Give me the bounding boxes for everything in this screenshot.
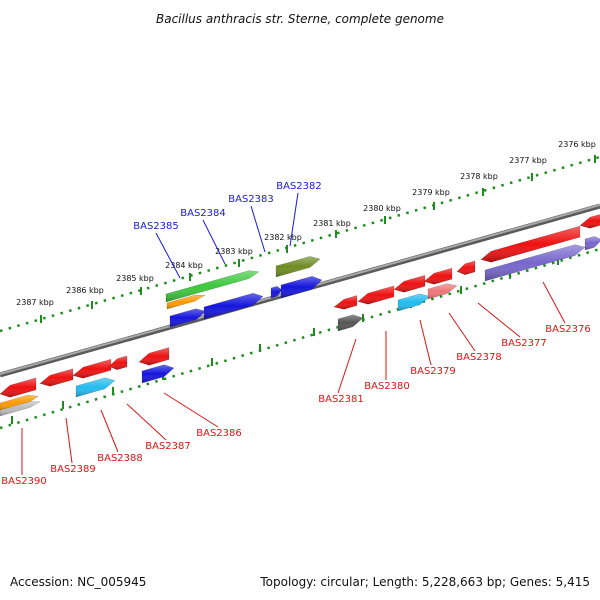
gene-arrow-red[interactable] (456, 260, 476, 275)
gene-arrow-silver[interactable] (0, 401, 41, 417)
gene-label[interactable]: BAS2386 (196, 428, 242, 439)
callout-line (289, 192, 299, 247)
callout-line (419, 319, 432, 366)
gene-label[interactable]: BAS2381 (318, 394, 364, 405)
gene-arrow-cyan[interactable] (397, 293, 431, 312)
gene-arrow-purple[interactable] (484, 244, 586, 282)
kbp-label: 2376 kbp (558, 140, 596, 149)
kbp-label: 2381 kbp (313, 219, 351, 228)
gene-arrow-pink[interactable] (427, 283, 458, 300)
gene-arrow-red[interactable] (333, 295, 358, 310)
accession-text: Accession: NC_005945 (10, 575, 146, 589)
gene-label[interactable]: BAS2385 (133, 221, 179, 232)
gene-label[interactable]: BAS2380 (364, 381, 410, 392)
gene-label[interactable]: BAS2383 (228, 194, 274, 205)
gene-arrow-olive[interactable] (275, 256, 321, 278)
gene-label[interactable]: BAS2390 (1, 476, 47, 487)
gene-label[interactable]: BAS2389 (50, 464, 96, 475)
genome-title: Bacillus anthracis str. Sterne, complete… (156, 12, 444, 26)
gene-label[interactable]: BAS2388 (97, 453, 143, 464)
gene-arrow-red[interactable] (423, 267, 453, 285)
gene-label[interactable]: BAS2376 (545, 324, 591, 335)
gene-arrow-red[interactable] (357, 285, 395, 305)
kbp-label: 2377 kbp (509, 156, 547, 165)
kbp-label: 2387 kbp (16, 298, 54, 307)
gene-arrow-red[interactable] (108, 355, 128, 370)
gene-arrow-blue[interactable] (141, 364, 175, 384)
kbp-label: 2384 kbp (165, 261, 203, 270)
upper-ruler: 2376 kbp 2377 kbp 2378 kbp 2379 kbp 2380 kbp… (0, 140, 600, 333)
kbp-label: 2380 kbp (363, 204, 401, 213)
callout-line (65, 417, 73, 464)
gene-arrow-red[interactable] (579, 214, 600, 229)
gene-arrow-blue[interactable] (169, 308, 207, 328)
gene-arrow-blue[interactable] (270, 286, 283, 299)
callout-line (202, 219, 226, 265)
gene-features (0, 214, 600, 417)
gene-arrow-red[interactable] (39, 368, 74, 387)
gene-label[interactable]: BAS2379 (410, 366, 456, 377)
kbp-label: 2385 kbp (116, 274, 154, 283)
lower-ruler-ticks (11, 257, 559, 424)
gene-arrow-grey[interactable] (337, 314, 364, 332)
gene-arrow-red[interactable] (72, 358, 112, 379)
gene-arrow-green[interactable] (165, 270, 260, 303)
kbp-label: 2386 kbp (66, 286, 104, 295)
callout-line (155, 232, 181, 279)
gene-arrow-blue[interactable] (280, 276, 323, 299)
callout-line (542, 281, 566, 324)
topology-text: Topology: circular; Length: 5,228,663 bp… (259, 575, 590, 589)
callout-line (100, 409, 119, 453)
kbp-label: 2378 kbp (460, 172, 498, 181)
kbp-label: 2383 kbp (215, 247, 253, 256)
gene-arrow-red[interactable] (0, 377, 37, 398)
kbp-label: 2379 kbp (412, 188, 450, 197)
gene-label[interactable]: BAS2384 (180, 208, 226, 219)
gene-label[interactable]: BAS2377 (501, 338, 547, 349)
callout-line (163, 392, 219, 428)
callout-line (250, 205, 266, 253)
gene-arrow-orange[interactable] (166, 294, 206, 310)
gene-label[interactable]: BAS2382 (276, 181, 322, 192)
upper-ruler-ticks (40, 155, 596, 323)
gene-arrow-cyan[interactable] (75, 377, 116, 398)
callout-line (337, 338, 357, 394)
callout-line (477, 302, 521, 338)
gene-arrow-blue[interactable] (203, 292, 264, 320)
upper-ruler-labels: 2376 kbp 2377 kbp 2378 kbp 2379 kbp 2380 kbp… (16, 140, 596, 307)
gene-label[interactable]: BAS2378 (456, 352, 502, 363)
gene-label[interactable]: BAS2387 (145, 441, 191, 452)
callout-line (126, 403, 167, 441)
gene-arrow-red[interactable] (393, 274, 426, 293)
gene-arrow-red[interactable] (138, 347, 170, 366)
gene-arrow-purple[interactable] (584, 236, 600, 251)
kbp-label: 2382 kbp (264, 233, 302, 242)
gene-arrow-orange[interactable] (0, 394, 39, 412)
callout-line (448, 312, 476, 352)
gene-arrow-red[interactable] (480, 225, 581, 263)
